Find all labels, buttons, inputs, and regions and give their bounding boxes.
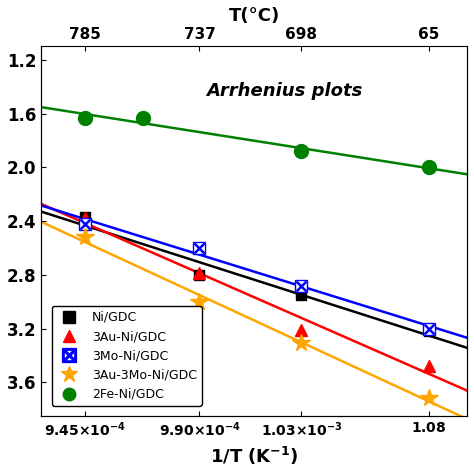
Text: Arrhenius plots: Arrhenius plots	[206, 82, 362, 100]
X-axis label: $\mathbf{1/T\ (K^{-1})}$: $\mathbf{1/T\ (K^{-1})}$	[210, 445, 298, 467]
X-axis label: T(°C): T(°C)	[228, 7, 280, 25]
Legend: Ni/GDC, 3Au-Ni/GDC, 3Mo-Ni/GDC, 3Au-3Mo-Ni/GDC, 2Fe-Ni/GDC: Ni/GDC, 3Au-Ni/GDC, 3Mo-Ni/GDC, 3Au-3Mo-…	[52, 306, 202, 406]
